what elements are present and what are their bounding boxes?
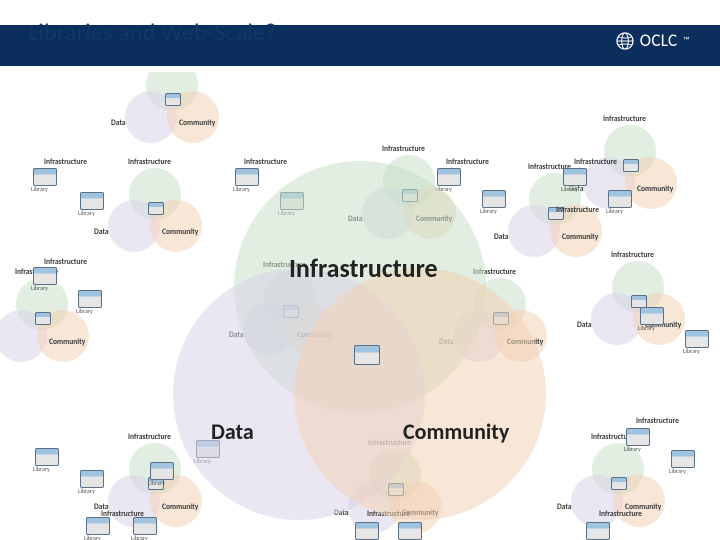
- mini-center-icon: [35, 312, 49, 323]
- mini-label-left: Data: [557, 503, 572, 512]
- mini-label-right: Community: [562, 233, 598, 242]
- mini-label-left: Data: [494, 233, 509, 242]
- mini-label-top: Infrastructure: [128, 158, 171, 167]
- library-icon: [398, 522, 422, 540]
- mini-center-icon: [165, 93, 179, 104]
- library-icon: [35, 448, 59, 468]
- library-icon: [86, 517, 110, 537]
- library-icon: [608, 190, 632, 210]
- library-icon: [640, 307, 664, 327]
- bg-label: Infrastructure: [44, 158, 87, 167]
- mini-label-left: Data: [577, 321, 592, 330]
- library-icon: [482, 190, 506, 210]
- mini-label-right: Community: [162, 503, 198, 512]
- slide-header: Libraries and Web-Scale? OCLC ™: [0, 0, 720, 72]
- library-icon: [150, 462, 174, 482]
- library-icon: [437, 168, 461, 188]
- diagram-area: InfrastructureDataCommunity Infrastructu…: [0, 72, 720, 540]
- brand-logo: OCLC ™: [616, 30, 690, 51]
- library-icon: [80, 192, 104, 212]
- bg-label: Infrastructure: [556, 206, 599, 215]
- library-icon: [586, 522, 610, 540]
- mini-label-left: Data: [94, 228, 109, 237]
- main-venn-center-icon: [354, 345, 380, 365]
- bg-label: Infrastructure: [446, 158, 489, 167]
- library-icon: [626, 428, 650, 448]
- main-venn-circle-community: [294, 268, 546, 520]
- bg-label: Infrastructure: [244, 158, 287, 167]
- mini-center-icon: [611, 477, 625, 488]
- mini-center-icon: [623, 159, 637, 170]
- mini-label-right: Community: [162, 228, 198, 237]
- library-icon: [78, 290, 102, 310]
- library-icon: [355, 522, 379, 540]
- library-icon: [563, 168, 587, 188]
- main-venn-label-infrastructure: Infrastructure: [289, 252, 438, 284]
- bg-label: Infrastructure: [636, 417, 679, 426]
- bg-label: Infrastructure: [599, 510, 642, 519]
- bg-label: Infrastructure: [574, 158, 617, 167]
- library-icon: [685, 330, 709, 350]
- bg-label: Infrastructure: [44, 258, 87, 267]
- library-icon: [133, 517, 157, 537]
- library-icon: [671, 450, 695, 470]
- mini-label-right: Community: [637, 185, 673, 194]
- library-icon: [235, 168, 259, 188]
- mini-label-right: Community: [179, 119, 215, 128]
- mini-label-top: Infrastructure: [382, 145, 425, 154]
- mini-label-top: Infrastructure: [128, 433, 171, 442]
- main-venn-label-data: Data: [211, 418, 254, 445]
- oclc-globe-icon: [616, 32, 634, 50]
- main-venn-label-community: Community: [403, 418, 509, 445]
- brand-text: OCLC: [640, 30, 678, 51]
- library-icon: [33, 267, 57, 287]
- mini-center-icon: [148, 202, 162, 213]
- mini-venn: InfrastructureDataCommunity: [583, 251, 693, 349]
- mini-label-top: Infrastructure: [611, 251, 654, 260]
- bg-label: Infrastructure: [101, 510, 144, 519]
- library-icon: [80, 470, 104, 490]
- mini-label-top: Infrastructure: [603, 115, 646, 124]
- mini-label-right: Community: [49, 338, 85, 347]
- mini-label-left: Data: [111, 119, 126, 128]
- presentation-slide: Libraries and Web-Scale? OCLC ™ Infrastr…: [0, 0, 720, 540]
- mini-center-icon: [631, 295, 645, 306]
- library-icon: [33, 168, 57, 188]
- mini-venn: InfrastructureDataCommunity: [100, 158, 210, 256]
- trademark-icon: ™: [683, 35, 690, 46]
- slide-title: Libraries and Web-Scale?: [28, 18, 277, 47]
